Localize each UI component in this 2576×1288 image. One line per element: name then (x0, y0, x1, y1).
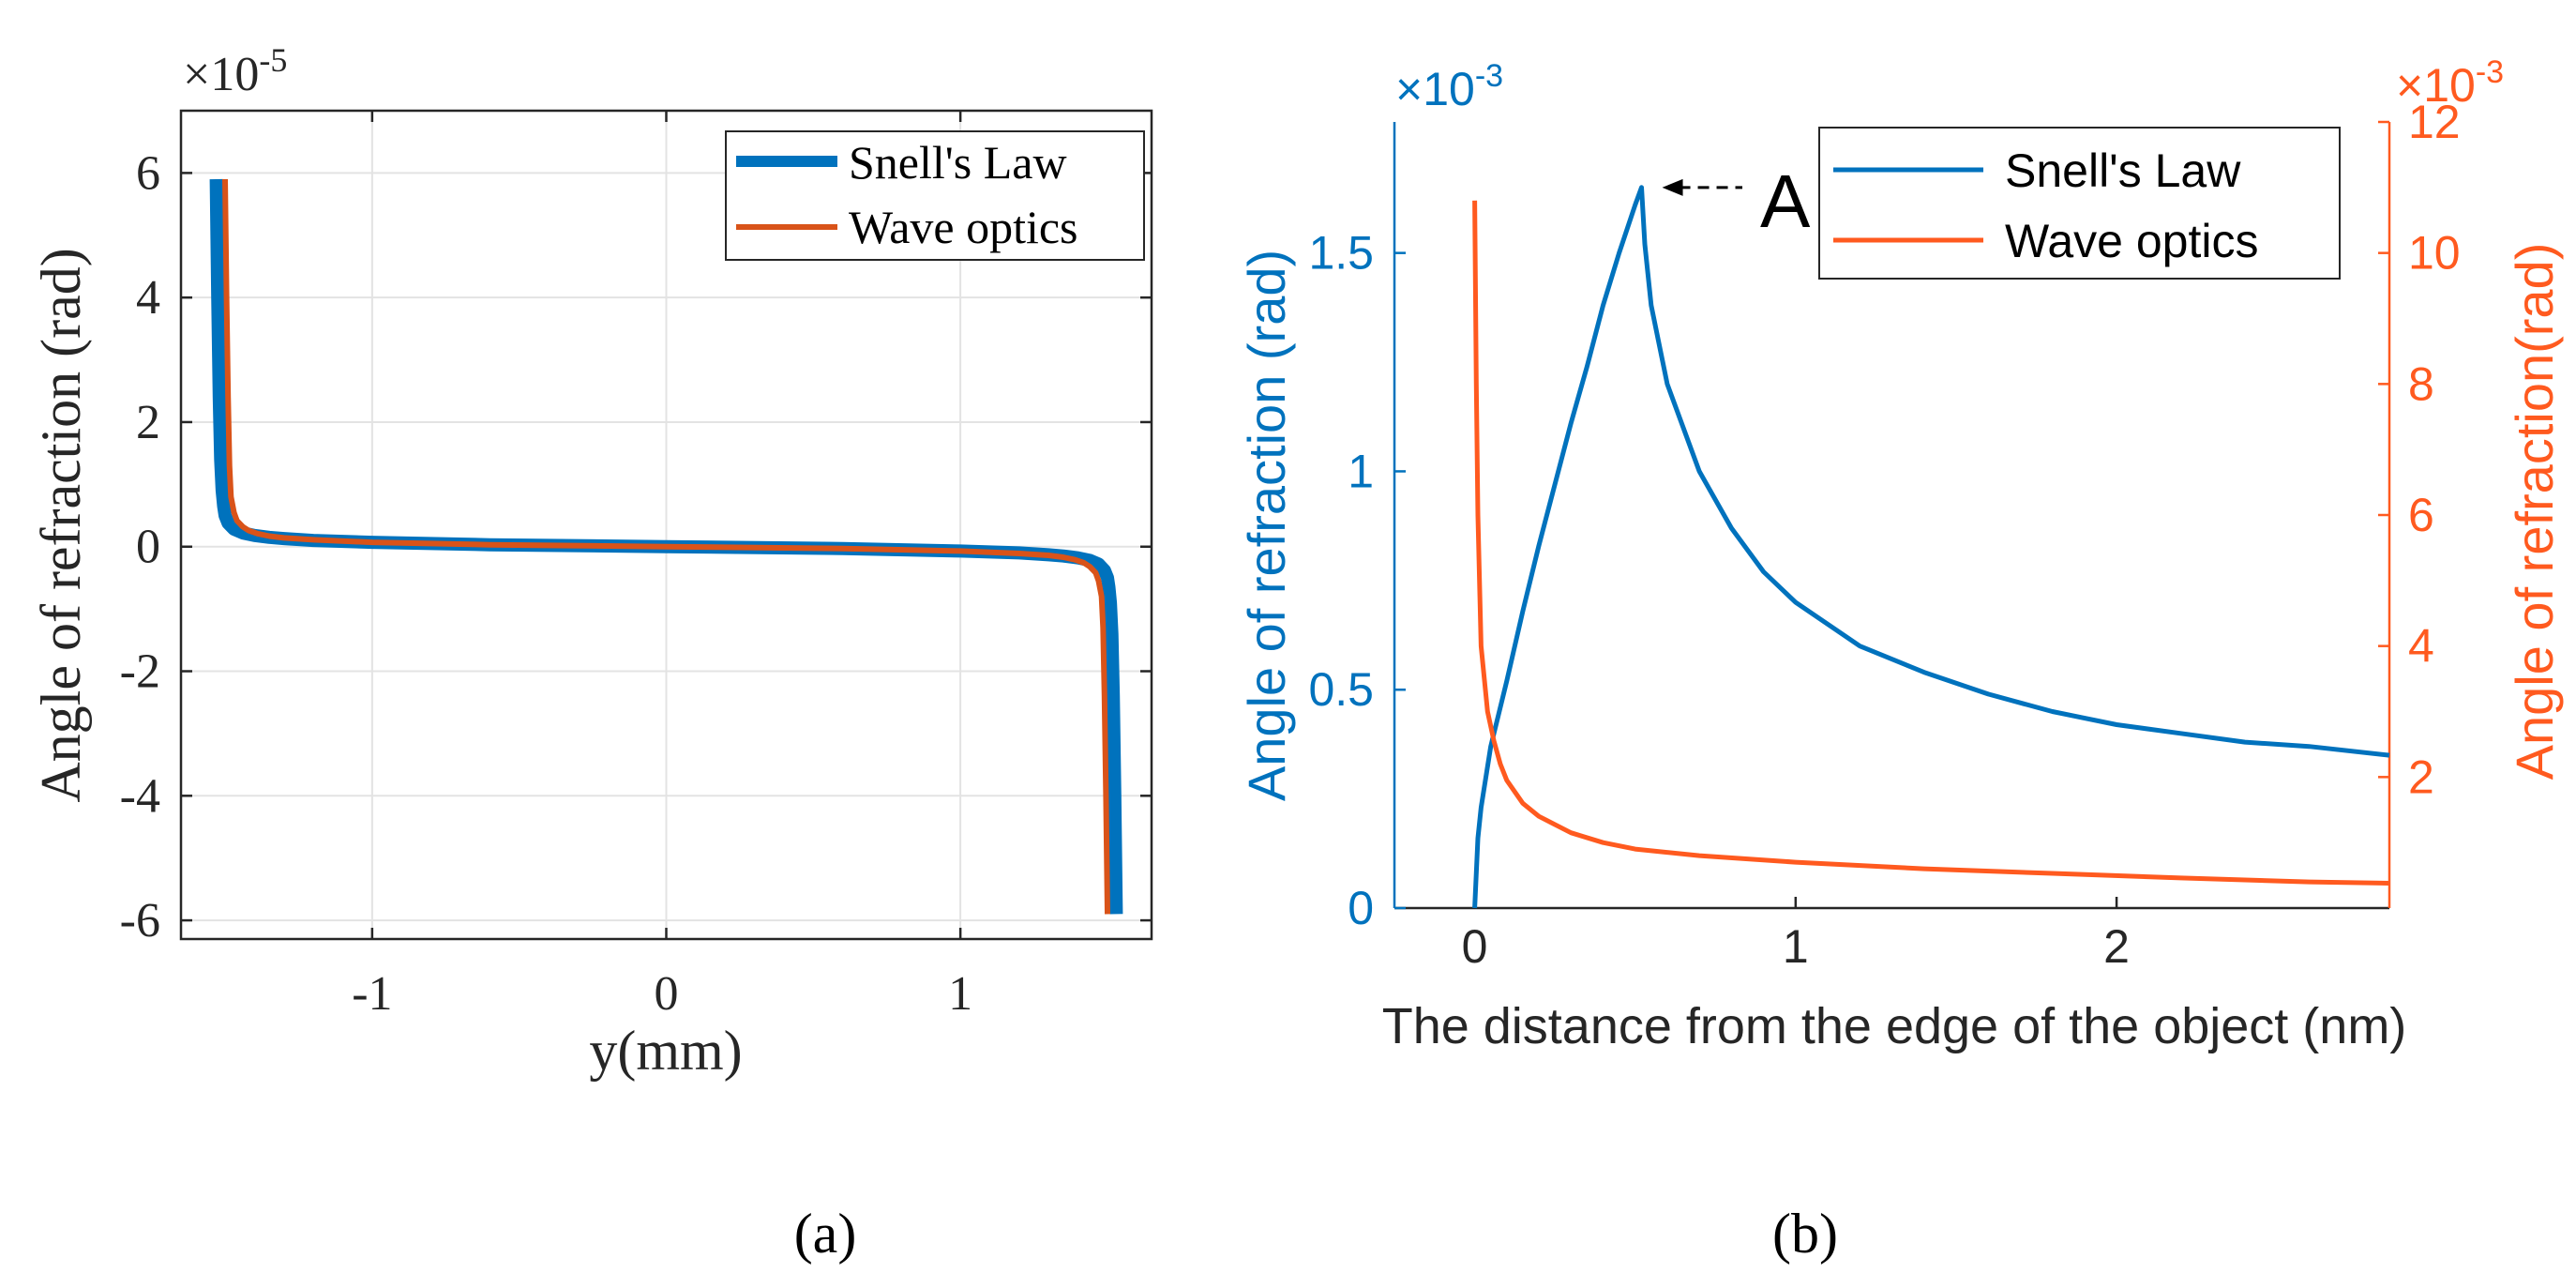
x-tick-labels: 0 1 2 (1462, 920, 2130, 973)
right-y-tick-label: 8 (2408, 357, 2434, 410)
panel-label-a: (a) (794, 1203, 857, 1265)
left-y-axis-label: Angle of refraction (rad) (1237, 250, 1296, 801)
chart-panel-a: -1 0 1 -6 -4 -2 0 2 4 6 ×10-5 y(mm) Angle of ref… (30, 41, 1153, 1265)
y-tick-label: -6 (120, 894, 160, 947)
legend-label-wave-optics: Wave optics (2005, 215, 2258, 267)
y-tick-labels: -6 -4 -2 0 2 4 6 (120, 146, 160, 947)
y-tick-label: -2 (120, 645, 160, 699)
right-y-exponent: ×10-3 (2396, 54, 2504, 112)
y-tick-label: 0 (136, 521, 160, 574)
series-layer (209, 178, 1123, 915)
right-y-tick-label: 12 (2408, 96, 2461, 148)
legend: Snell's Law Wave optics (1818, 127, 2341, 280)
x-tick-label: 2 (2103, 920, 2130, 973)
annotation-a: A (1662, 159, 1811, 243)
legend-box (1818, 127, 2341, 280)
y-axis-label: Angle of refraction (rad) (30, 248, 92, 802)
x-tick-label: 0 (1462, 920, 1488, 973)
series-layer (1472, 185, 2390, 909)
left-y-tick-label: 0.5 (1308, 663, 1374, 716)
right-y-tick-labels: 2 4 6 8 10 12 (2408, 96, 2461, 803)
x-tick-label: 1 (948, 967, 972, 1021)
left-y-tick-label: 1.5 (1308, 227, 1374, 280)
annotation-label: A (1760, 159, 1811, 243)
left-y-tick-label: 1 (1348, 445, 1374, 497)
legend-label-wave-optics: Wave optics (849, 201, 1078, 253)
y-exponent: ×10-5 (183, 41, 287, 101)
axis-ticks (1394, 120, 2389, 910)
x-tick-labels: -1 0 1 (352, 967, 972, 1021)
legend-label-snells-law: Snell's Law (849, 136, 1067, 189)
right-y-tick-label: 2 (2408, 750, 2434, 803)
right-y-tick-label: 4 (2408, 620, 2434, 673)
y-tick-label: 4 (136, 271, 160, 325)
y-tick-label: 2 (136, 396, 160, 449)
panel-label-b: (b) (1772, 1203, 1838, 1265)
x-tick-label: 0 (655, 967, 679, 1021)
x-axis-label: The distance from the edge of the object… (1382, 998, 2407, 1054)
y-tick-label: 6 (136, 146, 160, 200)
x-tick-label: -1 (352, 967, 392, 1021)
right-y-axis-label: Angle of refraction(rad) (2505, 243, 2564, 780)
legend-label-snells-law: Snell's Law (2005, 144, 2241, 197)
axis-ticks (181, 111, 1152, 939)
annotation-arrowhead (1662, 178, 1683, 196)
left-y-tick-label: 0 (1348, 882, 1374, 934)
left-y-tick-labels: 0 0.5 1 1.5 (1308, 227, 1374, 934)
right-y-tick-label: 6 (2408, 489, 2434, 541)
series-line-snell-s-law (1472, 185, 2390, 909)
y-tick-label: -4 (120, 769, 160, 823)
x-tick-label: 1 (1783, 920, 1809, 973)
series-line-wave-optics (222, 178, 1110, 915)
series-line-wave-optics (1472, 200, 2390, 886)
legend: Snell's Law Wave optics (725, 130, 1145, 261)
x-axis-label: y(mm) (589, 1020, 742, 1082)
right-y-tick-label: 10 (2408, 227, 2461, 280)
left-y-exponent: ×10-3 (1395, 58, 1503, 115)
legend-box (725, 130, 1145, 261)
